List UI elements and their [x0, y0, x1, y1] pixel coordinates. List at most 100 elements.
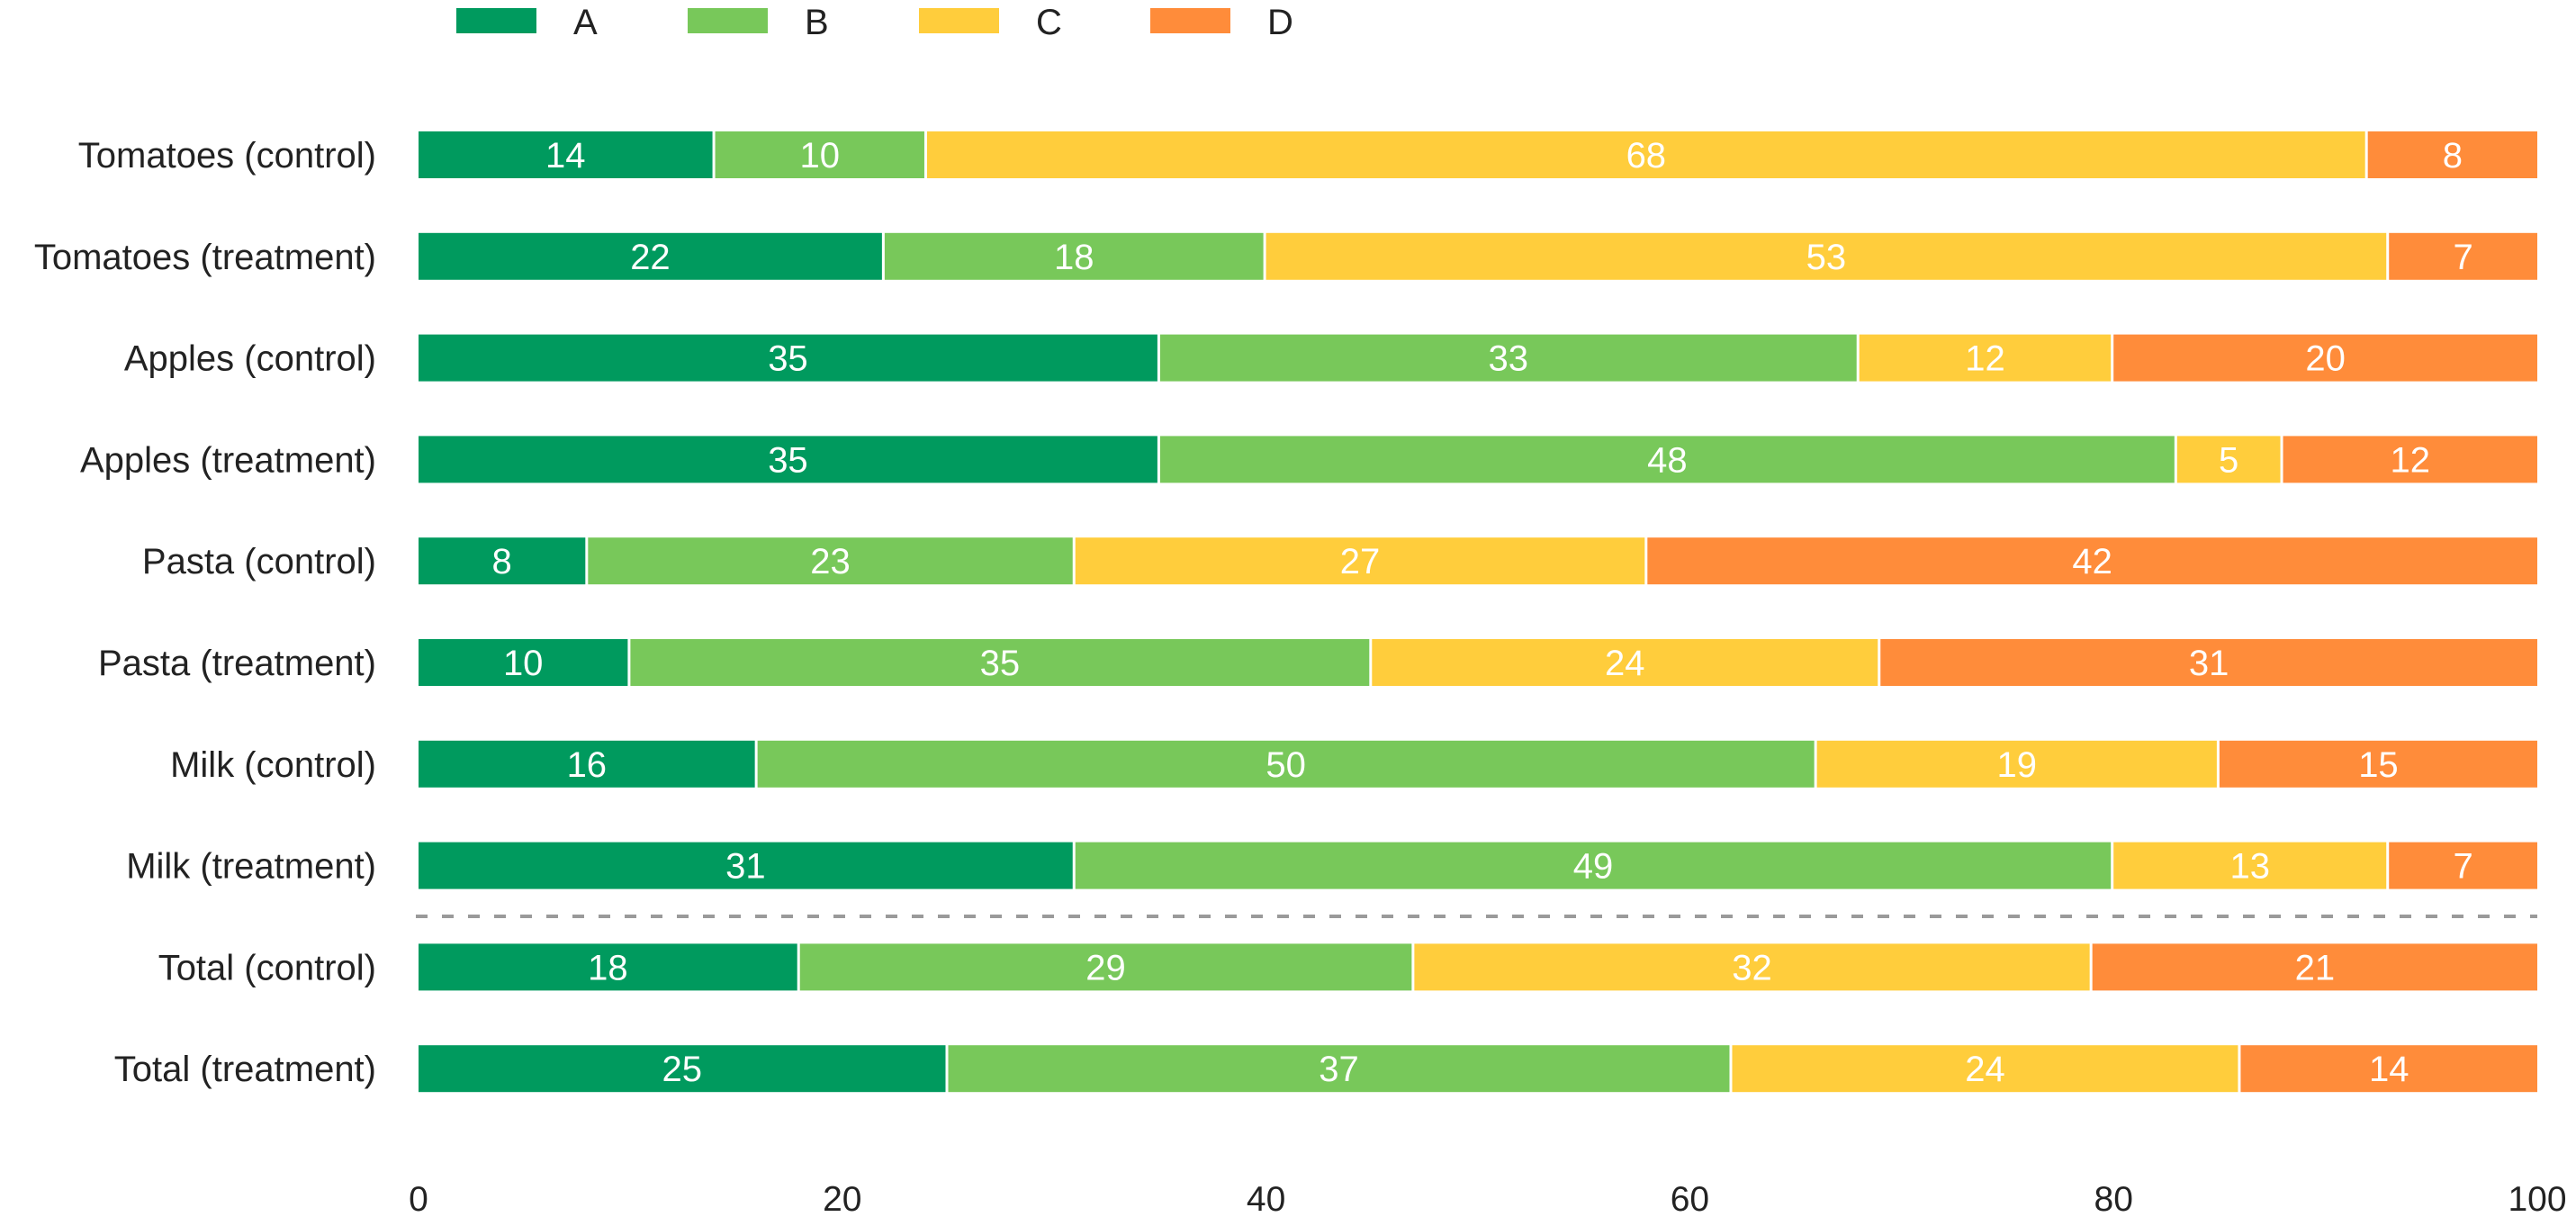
- data-label: 49: [1573, 847, 1614, 887]
- legend-label: C: [1036, 3, 1062, 42]
- legend-swatch: [919, 8, 999, 33]
- bar-segment-d: [2367, 131, 2537, 178]
- data-label: 24: [1605, 644, 1645, 683]
- data-label: 23: [810, 542, 851, 581]
- data-label: 8: [2443, 136, 2463, 176]
- bar-segment-c: [1265, 232, 2387, 280]
- bar-segment-a: [419, 740, 755, 788]
- data-label: 48: [1647, 440, 1688, 480]
- bar-segment-b: [1159, 436, 2175, 483]
- bar-segment-b: [630, 639, 1370, 686]
- bar-segment-d: [2219, 740, 2537, 788]
- legend-label: D: [1267, 3, 1293, 42]
- data-label: 29: [1085, 948, 1126, 987]
- category-label: Total (control): [158, 948, 376, 987]
- category-label: Apples (control): [124, 339, 376, 379]
- bar-segment-d: [2240, 1045, 2537, 1093]
- data-label: 31: [725, 847, 766, 887]
- data-label: 25: [662, 1050, 703, 1089]
- data-label: 24: [1965, 1050, 2005, 1089]
- category-label: Total (treatment): [114, 1050, 376, 1089]
- bar-segment-a: [419, 131, 713, 178]
- bar-row: 35 33 12 20: [419, 334, 2537, 382]
- bar-segment-c: [1075, 537, 1645, 585]
- data-label: 18: [1054, 238, 1094, 277]
- x-tick-label: 40: [1247, 1180, 1285, 1217]
- data-label: 10: [800, 136, 841, 176]
- bar-segment-d: [2113, 334, 2537, 382]
- category-label: Apples (treatment): [80, 440, 376, 480]
- bar-segment-c: [2176, 436, 2281, 483]
- bar-segment-c: [1372, 639, 1878, 686]
- x-tick-label: 20: [823, 1180, 861, 1217]
- bar-segment-d: [2389, 842, 2537, 889]
- bar-segment-c: [1816, 740, 2217, 788]
- bar-segment-b: [1159, 334, 1857, 382]
- bar-row: 18 29 32 21: [419, 943, 2537, 991]
- data-label: 33: [1489, 339, 1529, 379]
- bar-segment-a: [419, 639, 628, 686]
- data-label: 22: [630, 238, 671, 277]
- bar-segment-c: [1414, 943, 2090, 991]
- legend-item-d: D: [1150, 3, 1293, 42]
- category-label: Pasta (treatment): [98, 644, 376, 683]
- data-label: 42: [2072, 542, 2112, 581]
- legend-label: B: [805, 3, 829, 42]
- bar-row: 22 18 53 7: [419, 232, 2537, 280]
- data-label: 35: [980, 644, 1021, 683]
- category-label: Milk (treatment): [126, 847, 376, 887]
- data-label: 16: [567, 745, 608, 785]
- data-label: 20: [2305, 339, 2346, 379]
- data-label: 7: [2453, 238, 2472, 277]
- data-label: 35: [768, 339, 808, 379]
- category-label: Tomatoes (treatment): [34, 238, 376, 277]
- bar-segment-b: [884, 232, 1264, 280]
- bar-segment-a: [419, 842, 1073, 889]
- legend: A B C D: [456, 3, 1293, 42]
- legend-swatch: [456, 8, 536, 33]
- bar-segment-a: [419, 537, 586, 585]
- bar-segment-b: [1075, 842, 2112, 889]
- bar-segment-a: [419, 1045, 946, 1093]
- x-axis: 0 20 40 60 80 100: [409, 1180, 2566, 1217]
- data-label: 21: [2295, 948, 2336, 987]
- data-label: 27: [1340, 542, 1381, 581]
- data-label: 7: [2453, 847, 2472, 887]
- legend-swatch: [688, 8, 768, 33]
- category-label: Milk (control): [170, 745, 376, 785]
- bar-segment-b: [588, 537, 1073, 585]
- bar-row: 14 10 68 8: [419, 131, 2537, 178]
- bar-segment-b: [799, 943, 1412, 991]
- legend-item-a: A: [456, 3, 598, 42]
- data-label: 13: [2229, 847, 2270, 887]
- data-label: 68: [1626, 136, 1667, 176]
- data-label: 12: [1965, 339, 2005, 379]
- bar-segment-b: [948, 1045, 1730, 1093]
- x-tick-label: 80: [2094, 1180, 2133, 1217]
- bar-segment-c: [1732, 1045, 2238, 1093]
- bar-segment-d: [1647, 537, 2537, 585]
- bar-segment-c: [2113, 842, 2387, 889]
- bars: 14 10 68 8 22 18 53 7 35 33 12 20 35 48 5 12 8 23 27 42 10 35…: [419, 131, 2537, 1093]
- bar-segment-d: [1880, 639, 2537, 686]
- data-label: 5: [2219, 440, 2238, 480]
- bar-row: 25 37 24 14: [419, 1045, 2537, 1093]
- data-label: 35: [768, 440, 808, 480]
- x-tick-label: 100: [2508, 1180, 2566, 1217]
- legend-item-b: B: [688, 3, 829, 42]
- bar-segment-a: [419, 436, 1157, 483]
- data-label: 10: [503, 644, 544, 683]
- data-label: 37: [1319, 1050, 1359, 1089]
- bar-segment-d: [2389, 232, 2537, 280]
- x-tick-label: 60: [1671, 1180, 1709, 1217]
- bar-segment-c: [1859, 334, 2112, 382]
- data-label: 15: [2358, 745, 2399, 785]
- bar-row: 10 35 24 31: [419, 639, 2537, 686]
- bar-segment-b: [715, 131, 924, 178]
- legend-label: A: [573, 3, 598, 42]
- data-label: 32: [1732, 948, 1772, 987]
- data-label: 8: [492, 542, 512, 581]
- legend-swatch: [1150, 8, 1230, 33]
- bar-segment-a: [419, 334, 1157, 382]
